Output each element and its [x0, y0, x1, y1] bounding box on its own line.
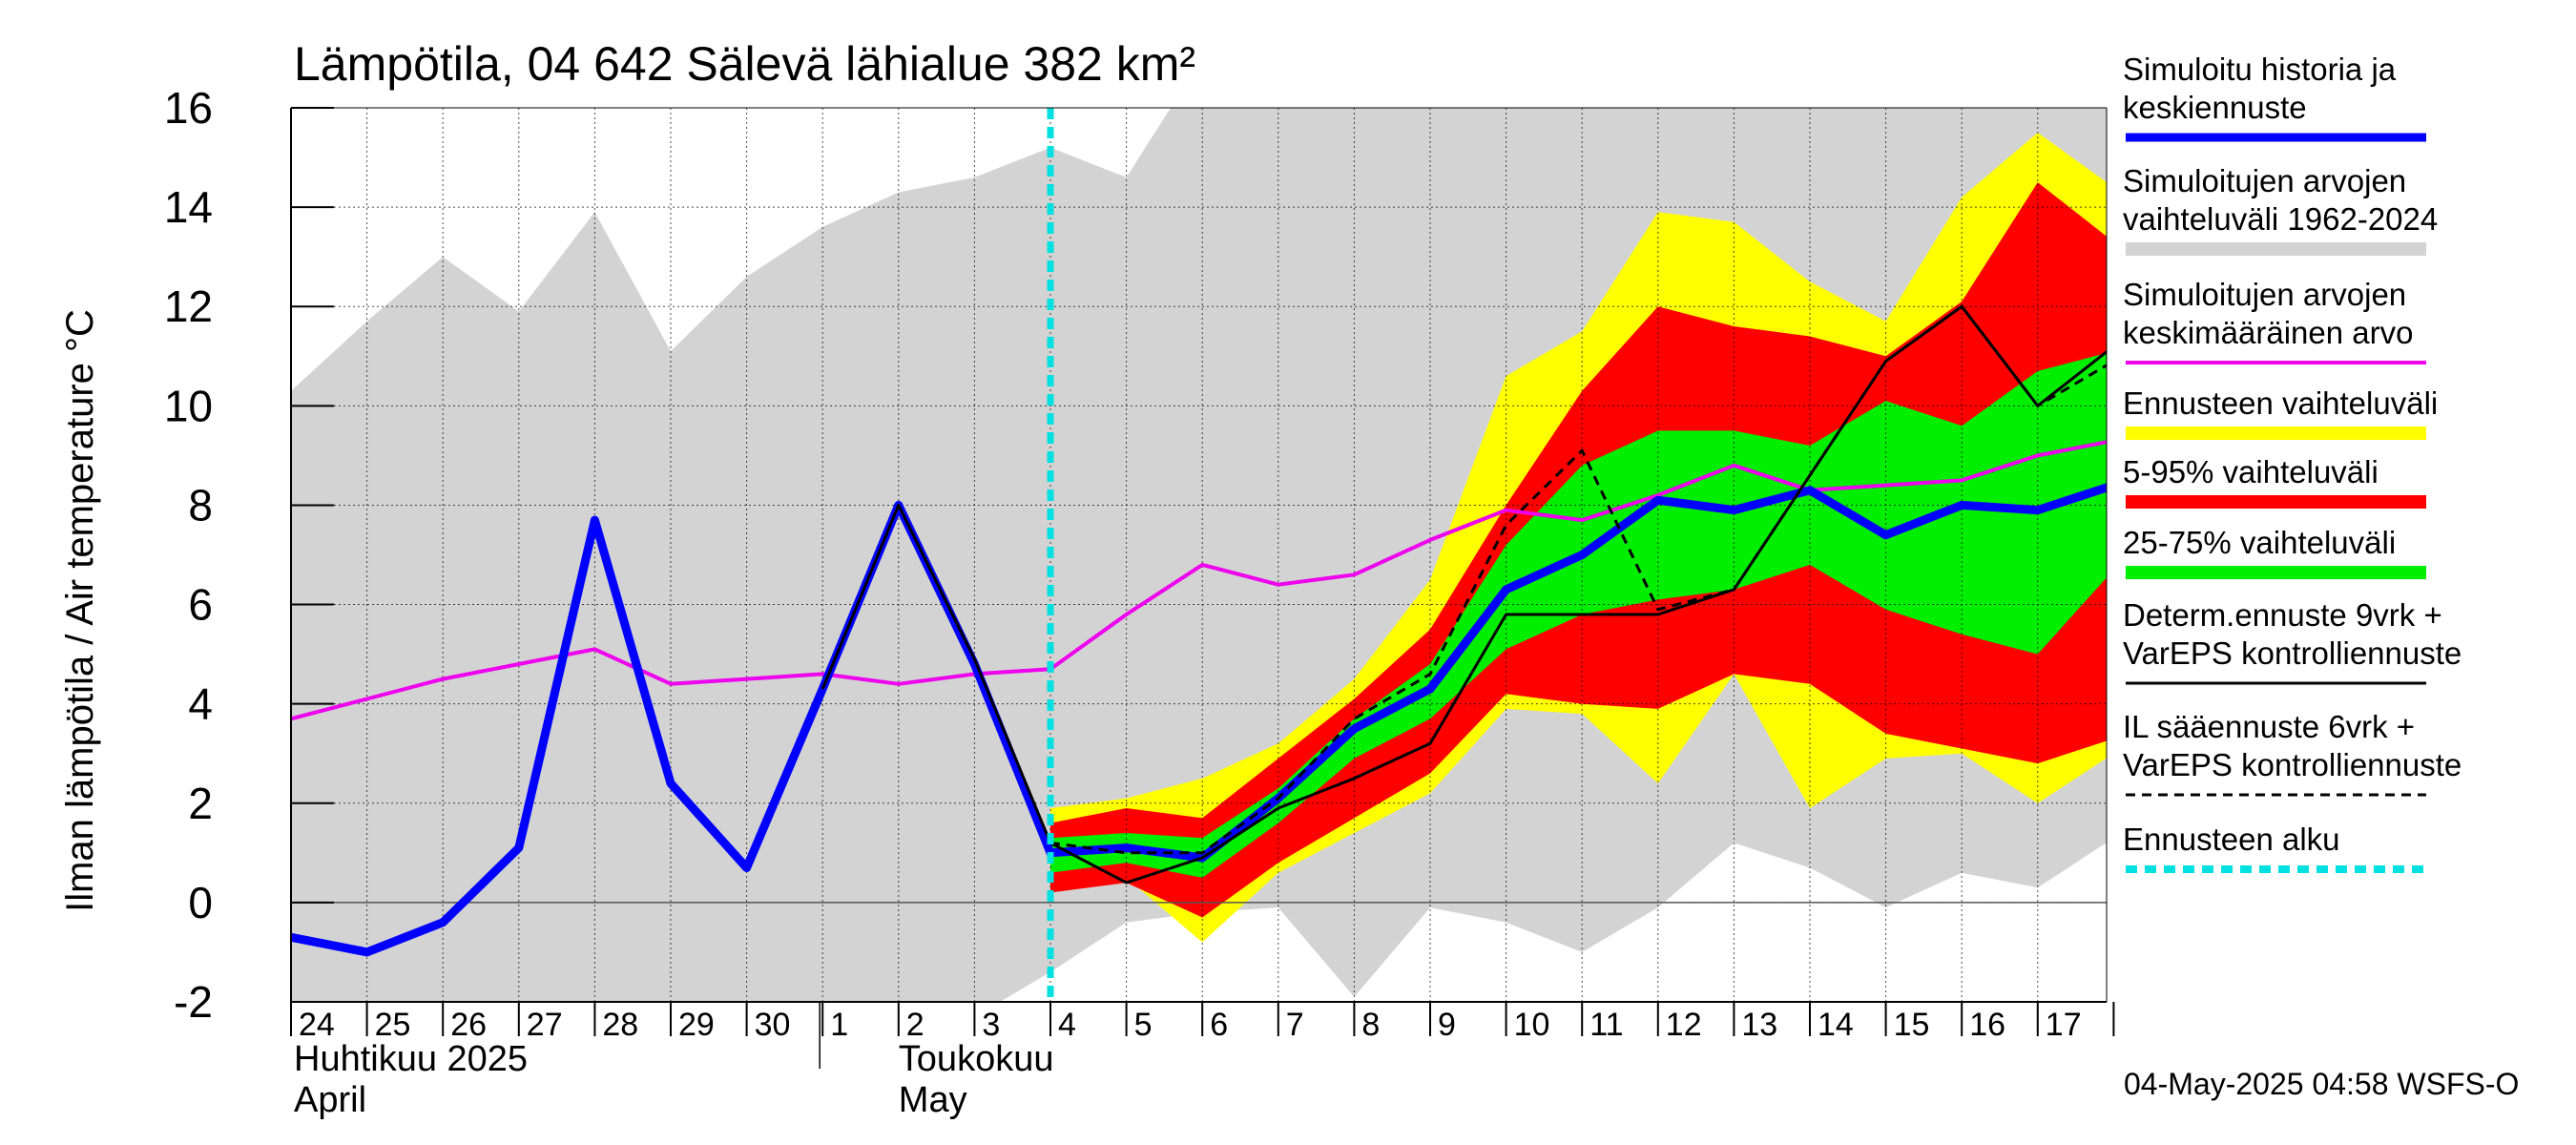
month-label: Huhtikuu 2025: [294, 1039, 528, 1079]
legend-label: vaihteluväli 1962-2024: [2123, 201, 2438, 237]
legend-label: 5-95% vaihteluväli: [2123, 454, 2379, 489]
y-tick-label: 2: [188, 779, 213, 828]
x-tick-label: 1: [830, 1007, 848, 1043]
legend-label: keskimääräinen arvo: [2123, 315, 2413, 350]
y-tick-label: 6: [188, 580, 213, 630]
legend-label: Determ.ennuste 9vrk +: [2123, 597, 2442, 633]
x-tick-label: 6: [1210, 1007, 1228, 1043]
series-line-il-s-ennuste-6vrk-vareps-kontrolliennuste: [1049, 304, 2107, 855]
legend-label: Ennusteen vaihteluväli: [2123, 385, 2438, 421]
x-tick-label: 15: [1894, 1007, 1930, 1043]
x-tick-label: 7: [1286, 1007, 1304, 1043]
x-tick-label: 14: [1818, 1007, 1854, 1043]
legend-label: VarEPS kontrolliennuste: [2123, 747, 2462, 782]
month-label: Toukokuu: [899, 1039, 1054, 1079]
x-tick-label: 9: [1438, 1007, 1456, 1043]
x-tick-label: 2: [906, 1007, 924, 1043]
y-tick-label: 14: [164, 182, 213, 232]
x-tick-label: 17: [2046, 1007, 2082, 1043]
y-tick-label: 12: [164, 281, 213, 331]
legend-item: 25-75% vaihteluväli: [2123, 525, 2426, 579]
x-tick-label: 10: [1514, 1007, 1550, 1043]
x-tick-label: 26: [450, 1007, 487, 1043]
legend-item: Ennusteen alku: [2123, 822, 2426, 873]
x-tick-label: 24: [299, 1007, 335, 1043]
x-tick-label: 5: [1134, 1007, 1153, 1043]
y-tick-label: 10: [164, 381, 213, 430]
x-tick-label: 8: [1361, 1007, 1380, 1043]
plot-content: [291, 108, 2107, 1002]
grid: [291, 108, 2107, 1002]
y-axis-label: Ilman lämpötila / Air temperature °C: [59, 309, 101, 912]
legend-label: VarEPS kontrolliennuste: [2123, 635, 2462, 671]
x-tick-label: 27: [527, 1007, 563, 1043]
x-tick-label: 25: [375, 1007, 411, 1043]
month-label-en: May: [899, 1080, 967, 1120]
x-tick-label: 30: [755, 1007, 791, 1043]
y-tick-label: 8: [188, 480, 213, 530]
legend-label: Simuloitu historia ja: [2123, 52, 2397, 87]
legend-label: 25-75% vaihteluväli: [2123, 525, 2396, 560]
x-tick-label: 3: [982, 1007, 1000, 1043]
y-tick-label: 4: [188, 679, 213, 729]
series-line-determ-ennuste-9vrk-vareps-kontrolliennuste: [821, 304, 2107, 885]
legend-item: IL sääennuste 6vrk + VarEPS kontrollienn…: [2123, 709, 2462, 797]
y-tick-label: -2: [174, 977, 213, 1027]
x-tick-label: 16: [1969, 1007, 2005, 1043]
y-tick-label: 16: [164, 83, 213, 133]
legend: Simuloitu historia jakeskiennusteSimuloi…: [2123, 52, 2462, 873]
x-tick-label: 11: [1589, 1007, 1623, 1043]
legend-label: Ennusteen alku: [2123, 822, 2340, 857]
x-tick-label: 4: [1058, 1007, 1076, 1043]
timestamp-footer: 04-May-2025 04:58 WSFS-O: [2124, 1067, 2519, 1101]
x-tick-label: 29: [678, 1007, 715, 1043]
legend-label: IL sääennuste 6vrk +: [2123, 709, 2415, 744]
x-tick-label: 13: [1741, 1007, 1777, 1043]
chart-title: Lämpötila, 04 642 Sälevä lähialue 382 km…: [294, 37, 1195, 91]
legend-item: Determ.ennuste 9vrk +VarEPS kontrollienn…: [2123, 597, 2462, 685]
legend-label: keskiennuste: [2123, 90, 2307, 125]
x-tick-label: 28: [602, 1007, 638, 1043]
legend-item: 5-95% vaihteluväli: [2123, 454, 2426, 509]
y-tick-label: 0: [188, 878, 213, 927]
legend-label: Simuloitujen arvojen: [2123, 277, 2406, 312]
x-tick-label: 12: [1666, 1007, 1702, 1043]
plot-area: [291, 108, 2107, 1002]
month-label-en: April: [294, 1080, 366, 1120]
legend-item: Ennusteen vaihteluväli: [2123, 385, 2438, 440]
legend-label: Simuloitujen arvojen: [2123, 163, 2406, 198]
